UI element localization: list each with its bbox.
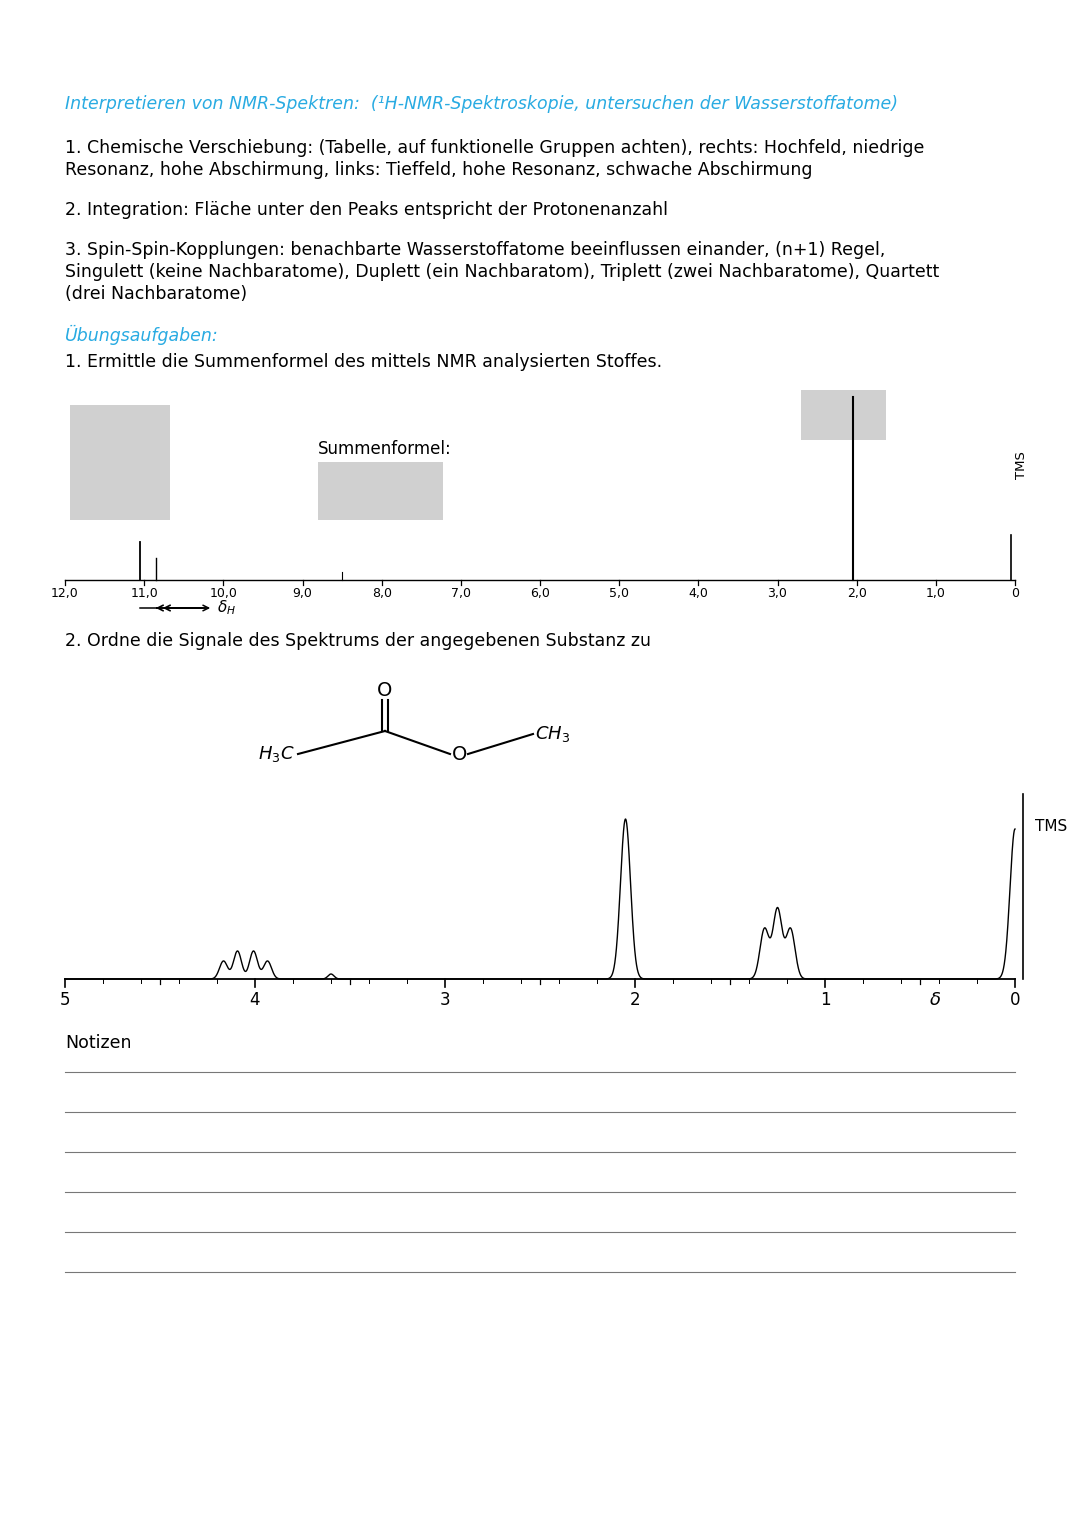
Text: $H_3C$: $H_3C$ <box>258 744 295 764</box>
Text: 1: 1 <box>820 991 831 1009</box>
Text: Interpretieren von NMR-Spektren:  (¹H-NMR-Spektroskopie, untersuchen der Wassers: Interpretieren von NMR-Spektren: (¹H-NMR… <box>65 95 897 113</box>
Text: 2: 2 <box>630 991 640 1009</box>
Text: (drei Nachbaratome): (drei Nachbaratome) <box>65 286 247 302</box>
Text: 1. Chemische Verschiebung: (Tabelle, auf funktionelle Gruppen achten), rechts: H: 1. Chemische Verschiebung: (Tabelle, auf… <box>65 139 924 157</box>
Text: 10,0: 10,0 <box>210 586 238 600</box>
Text: Singulett (keine Nachbaratome), Duplett (ein Nachbaratom), Triplett (zwei Nachba: Singulett (keine Nachbaratome), Duplett … <box>65 263 940 281</box>
Text: Resonanz, hohe Abschirmung, links: Tieffeld, hohe Resonanz, schwache Abschirmung: Resonanz, hohe Abschirmung, links: Tieff… <box>65 160 812 179</box>
Text: 0: 0 <box>1011 586 1020 600</box>
Text: 3,0: 3,0 <box>768 586 787 600</box>
Text: 1. Ermittle die Summenformel des mittels NMR analysierten Stoffes.: 1. Ermittle die Summenformel des mittels… <box>65 353 662 371</box>
Text: 1,0: 1,0 <box>926 586 946 600</box>
Text: 2,0: 2,0 <box>847 586 866 600</box>
Text: O: O <box>453 745 468 764</box>
Text: 7,0: 7,0 <box>450 586 471 600</box>
Text: O: O <box>377 681 393 701</box>
Text: Übungsaufgaben:: Übungsaufgaben: <box>65 325 219 345</box>
Text: 9,0: 9,0 <box>293 586 312 600</box>
Text: TMS: TMS <box>1015 450 1028 479</box>
Text: 12,0: 12,0 <box>51 586 79 600</box>
Text: 6,0: 6,0 <box>530 586 550 600</box>
Text: TMS: TMS <box>1035 818 1067 834</box>
Text: Summenformel:: Summenformel: <box>319 440 453 458</box>
Text: $\delta_H$: $\delta_H$ <box>217 599 237 617</box>
Text: $CH_3$: $CH_3$ <box>535 724 570 744</box>
Text: 4: 4 <box>249 991 260 1009</box>
Text: δ: δ <box>930 991 941 1009</box>
Text: Notizen: Notizen <box>65 1034 132 1052</box>
Text: 2. Ordne die Signale des Spektrums der angegebenen Substanz zu: 2. Ordne die Signale des Spektrums der a… <box>65 632 651 651</box>
Text: 4,0: 4,0 <box>688 586 708 600</box>
Bar <box>319 463 443 521</box>
Text: 11,0: 11,0 <box>131 586 158 600</box>
Text: 5: 5 <box>59 991 70 1009</box>
Text: 5,0: 5,0 <box>609 586 630 600</box>
Bar <box>70 405 170 521</box>
Bar <box>801 389 887 440</box>
Text: 2. Integration: Fläche unter den Peaks entspricht der Protonenanzahl: 2. Integration: Fläche unter den Peaks e… <box>65 202 669 218</box>
Text: 0: 0 <box>1010 991 1021 1009</box>
Text: 3: 3 <box>440 991 450 1009</box>
Text: 3. Spin-Spin-Kopplungen: benachbarte Wasserstoffatome beeinflussen einander, (n+: 3. Spin-Spin-Kopplungen: benachbarte Was… <box>65 241 886 260</box>
Text: 8,0: 8,0 <box>372 586 392 600</box>
